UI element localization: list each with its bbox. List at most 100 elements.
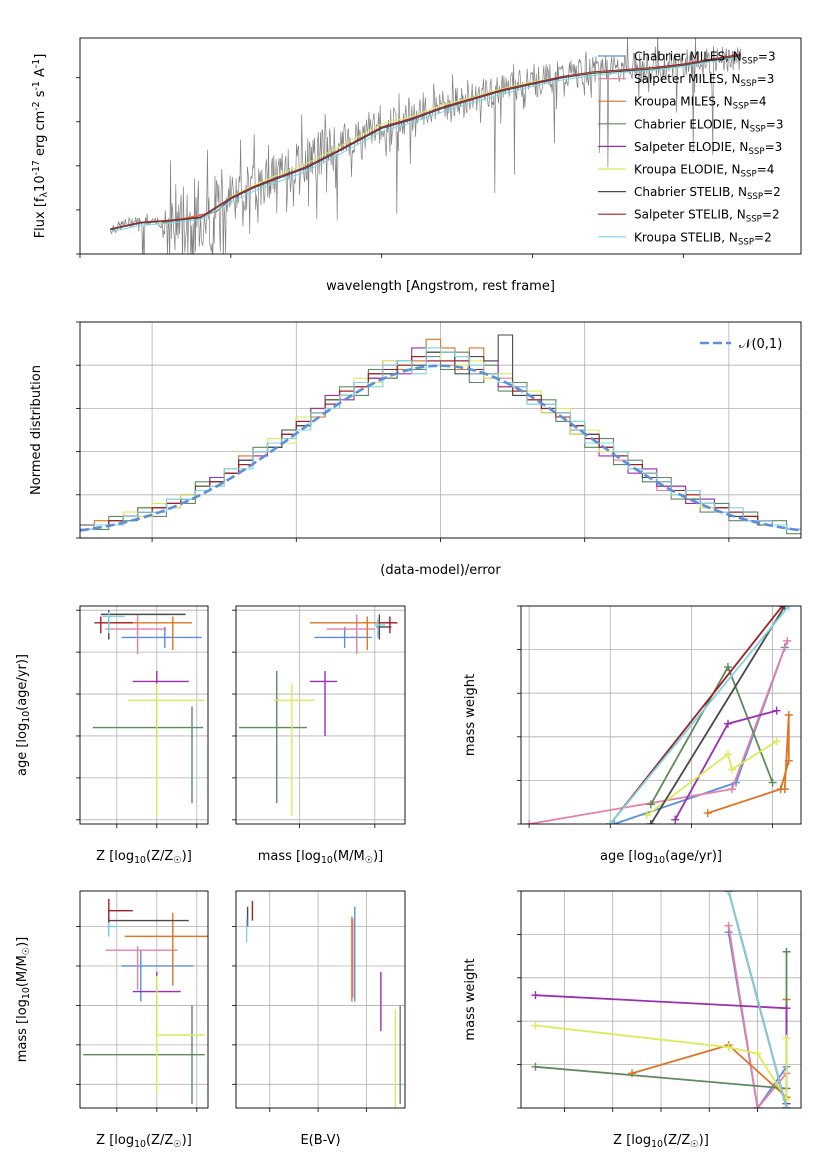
label-segment: SSP xyxy=(750,124,766,134)
label-segment: )] xyxy=(373,849,383,864)
mass-weight-line xyxy=(707,714,790,814)
mass-weight-marker xyxy=(724,1043,733,1052)
mass-weight-marker xyxy=(783,636,792,645)
label-segment: erg cm xyxy=(33,111,48,160)
model-spectrum-line xyxy=(215,67,654,212)
mass-weight-marker xyxy=(728,785,737,794)
label-segment: Z [log xyxy=(96,1133,134,1148)
mass-weight-marker xyxy=(610,820,619,824)
mass-weight-line xyxy=(646,740,778,817)
label-segment: (Z/Z xyxy=(663,1133,690,1148)
label-segment: age/yr xyxy=(670,849,712,864)
mass_vs_ebv-plot-area xyxy=(245,900,401,1108)
label-segment: ☉ xyxy=(173,1139,181,1150)
label-segment: SSP xyxy=(747,192,763,202)
mass-weight-line xyxy=(528,640,789,824)
label-segment: )] xyxy=(15,654,30,664)
mass-weight-line xyxy=(727,891,788,1108)
mass-weight-marker xyxy=(606,820,615,824)
label-segment: Salpeter ELODIE, N xyxy=(634,140,748,154)
mass-weight-marker xyxy=(724,891,733,895)
mass-weight-marker xyxy=(753,1104,762,1108)
label-segment: SSP xyxy=(746,215,762,225)
label-segment: Z [log xyxy=(613,1133,651,1148)
label-segment: 10 xyxy=(21,987,32,999)
legend-entry: Chabrier MILES, NSSP=3 xyxy=(634,50,776,67)
label-segment: Chabrier MILES, N xyxy=(634,50,742,64)
weight_vs_z-plot-area xyxy=(531,891,791,1108)
mass_vs_z-axes xyxy=(80,891,208,1108)
model-spectrum-line xyxy=(110,56,741,233)
label-segment: mass weight xyxy=(463,674,478,756)
label-segment: 𝒩(0,1) xyxy=(739,337,782,352)
label-segment: =3 xyxy=(758,50,776,64)
y-axis-label: mass weight xyxy=(463,958,478,1040)
label-segment: Kroupa MILES, N xyxy=(634,95,733,109)
label-segment: )] xyxy=(182,849,192,864)
age_vs_mass-axes xyxy=(236,606,405,824)
x-axis-label: E(B-V) xyxy=(300,1133,340,1148)
label-segment: =4 xyxy=(757,163,775,177)
mass-weight-marker xyxy=(531,1062,540,1071)
label-segment: ☉ xyxy=(21,947,32,955)
label-segment: Z [log xyxy=(96,849,134,864)
mass-weight-marker xyxy=(772,737,781,746)
mass-weight-line xyxy=(650,606,786,824)
x-axis-label: wavelength [Angstrom, rest frame] xyxy=(326,279,555,294)
label-segment: SSP xyxy=(733,102,749,112)
label-segment: Chabrier ELODIE, N xyxy=(634,117,750,131)
mass-weight-marker xyxy=(782,1034,791,1043)
model-spectrum-line xyxy=(110,53,741,230)
mass-weight-line xyxy=(614,647,786,824)
label-segment: Normed distribution xyxy=(29,365,44,495)
age_vs_mass-frame xyxy=(235,605,406,825)
label-segment: (M/M xyxy=(333,849,365,864)
normal-legend-label: 𝒩(0,1) xyxy=(739,337,782,352)
label-segment: E(B-V) xyxy=(300,1133,340,1148)
label-segment: mass [log xyxy=(258,849,321,864)
age_vs_mass-plot-area xyxy=(239,614,398,816)
model-spectrum-line xyxy=(215,67,654,213)
label-segment: 10 xyxy=(321,855,333,866)
label-segment: ( xyxy=(665,849,670,864)
age_vs_z-plot-area xyxy=(92,610,205,816)
mass_vs_z-frame xyxy=(79,890,209,1109)
x-axis-label: (data-model)/error xyxy=(380,563,501,578)
mass-weight-marker xyxy=(728,765,737,774)
weight_vs_age-frame xyxy=(520,605,802,825)
x-axis-label: Z [log10(Z/Z☉)] xyxy=(96,849,192,866)
mass-weight-marker xyxy=(753,1049,762,1058)
x-axis-label: age [log10(age/yr)] xyxy=(600,849,722,866)
label-segment: Flux [f xyxy=(33,197,48,238)
legend-entry: Chabrier ELODIE, NSSP=3 xyxy=(634,117,783,134)
label-segment: Salpeter MILES, N xyxy=(634,72,741,86)
residuals-plot-area xyxy=(80,334,801,535)
label-segment: )] xyxy=(15,937,30,947)
label-segment: 10 xyxy=(653,855,665,866)
mass-weight-marker xyxy=(780,606,789,610)
label-segment: Salpeter STELIB, N xyxy=(634,208,746,222)
label-segment: ] xyxy=(33,54,48,59)
label-segment: s xyxy=(33,90,48,101)
mass-weight-marker xyxy=(671,815,680,824)
label-segment: wavelength [Angstrom, rest frame] xyxy=(326,279,555,294)
observed-spectrum-line xyxy=(109,38,742,254)
age_vs_z-frame xyxy=(79,605,209,825)
mass-weight-marker xyxy=(525,820,534,824)
mass_vs_z-plot-area xyxy=(83,898,208,1105)
mass_vs_ebv-frame xyxy=(235,890,406,1109)
mass-weight-marker xyxy=(703,809,712,818)
legend-entry: Salpeter ELODIE, NSSP=3 xyxy=(634,140,782,157)
label-segment: SSP xyxy=(738,237,754,247)
mass-weight-marker xyxy=(646,820,655,824)
mass-weight-marker xyxy=(723,719,732,728)
mass-weight-line xyxy=(650,664,774,805)
mass-weight-marker xyxy=(784,756,793,765)
normal-distribution-curve xyxy=(80,364,801,532)
x-axis-label: Z [log10(Z/Z☉)] xyxy=(96,1133,192,1150)
label-segment: )] xyxy=(712,849,722,864)
mass-weight-marker xyxy=(778,606,787,610)
label-segment: SSP xyxy=(741,79,757,89)
model-spectrum-line xyxy=(110,55,741,231)
mass-weight-marker xyxy=(772,706,781,715)
